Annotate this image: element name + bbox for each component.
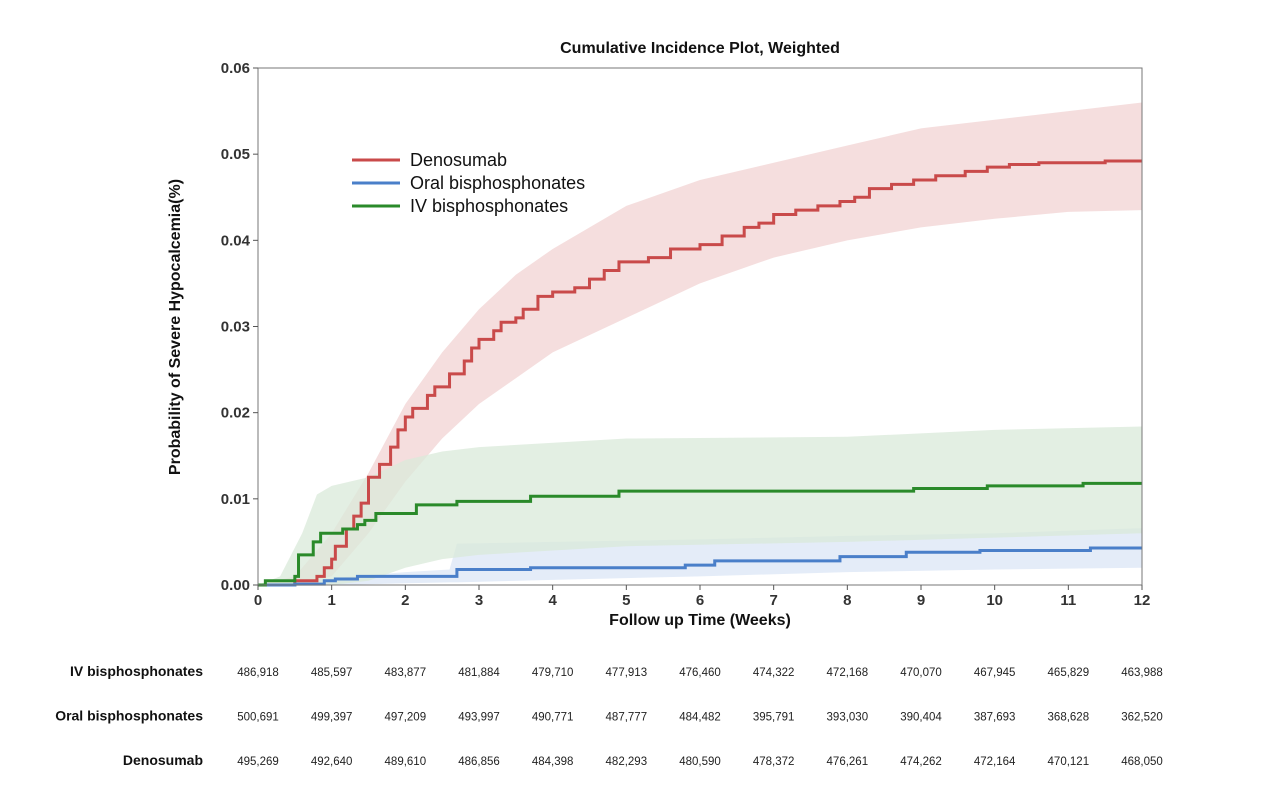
y-tick-label: 0.02 [221, 405, 250, 422]
risk-table-cell: 484,398 [532, 756, 574, 768]
x-tick-label: 0 [254, 592, 262, 609]
risk-table-cell: 486,856 [458, 756, 500, 768]
y-tick-label: 0.03 [221, 319, 250, 336]
x-tick-label: 4 [548, 592, 557, 609]
risk-table-cell: 495,269 [237, 756, 279, 768]
risk-table-cell: 362,520 [1121, 712, 1163, 724]
risk-table-cell: 476,460 [679, 667, 721, 679]
risk-table-cell: 390,404 [900, 712, 942, 724]
risk-table-row-label: Oral bisphosphonates [55, 708, 203, 724]
risk-table-cell: 479,710 [532, 667, 574, 679]
legend-entry: IV bisphosphonates [410, 196, 568, 216]
y-tick-label: 0.00 [221, 577, 250, 594]
y-tick-label: 0.06 [221, 60, 250, 77]
risk-table-cell: 486,918 [237, 667, 279, 679]
risk-table-cell: 474,262 [900, 756, 942, 768]
x-tick-label: 12 [1134, 592, 1151, 609]
risk-table-cell: 499,397 [311, 712, 353, 724]
risk-table-row-label: IV bisphosphonates [70, 663, 203, 679]
risk-table-cell: 470,070 [900, 667, 942, 679]
risk-table-cell: 474,322 [753, 667, 795, 679]
series-line-2 [258, 481, 1142, 587]
risk-table-cell: 483,877 [385, 667, 427, 679]
y-tick-label: 0.04 [221, 232, 251, 249]
risk-table-cell: 468,050 [1121, 756, 1163, 768]
risk-table-cell: 478,372 [753, 756, 795, 768]
risk-table-cell: 500,691 [237, 712, 279, 724]
risk-table-cell: 493,997 [458, 712, 500, 724]
x-axis-label: Follow up Time (Weeks) [609, 612, 791, 629]
chart-title: Cumulative Incidence Plot, Weighted [560, 40, 840, 57]
x-tick-label: 11 [1060, 592, 1076, 609]
risk-table-cell: 472,168 [827, 667, 869, 679]
risk-table-cell: 477,913 [606, 667, 648, 679]
legend-entry: Oral bisphosphonates [410, 173, 585, 193]
risk-table-cell: 463,988 [1121, 667, 1163, 679]
risk-table-cell: 497,209 [385, 712, 427, 724]
risk-table-cell: 489,610 [385, 756, 427, 768]
series-line-1 [258, 546, 1142, 587]
risk-table-cell: 482,293 [606, 756, 648, 768]
risk-table-cell: 484,482 [679, 712, 721, 724]
x-tick-label: 3 [475, 592, 483, 609]
risk-table-cell: 485,597 [311, 667, 353, 679]
legend: Denosumab Oral bisphosphonates IV bisphosp… [352, 150, 585, 216]
risk-table-cell: 480,590 [679, 756, 721, 768]
risk-table-cell: 368,628 [1048, 712, 1090, 724]
series-line-0 [258, 159, 1142, 587]
risk-table-cell: 472,164 [974, 756, 1016, 768]
x-tick-label: 2 [401, 592, 409, 609]
risk-table-cell: 467,945 [974, 667, 1016, 679]
x-tick-label: 9 [917, 592, 925, 609]
risk-table-cell: 465,829 [1048, 667, 1090, 679]
x-tick-label: 1 [327, 592, 335, 609]
risk-table-cell: 487,777 [606, 712, 648, 724]
risk-table-row-label: Denosumab [123, 752, 203, 768]
risk-table-cell: 492,640 [311, 756, 353, 768]
ci-band-2 [258, 426, 1142, 585]
risk-table-cell: 395,791 [753, 712, 795, 724]
x-tick-label: 10 [986, 592, 1003, 609]
risk-table-cell: 387,693 [974, 712, 1016, 724]
legend-entry: Denosumab [410, 150, 507, 170]
risk-table-cell: 470,121 [1048, 756, 1090, 768]
x-tick-label: 7 [769, 592, 777, 609]
risk-table-cell: 476,261 [827, 756, 869, 768]
x-tick-label: 8 [843, 592, 851, 609]
ci-band-0 [258, 102, 1142, 585]
risk-table-cell: 481,884 [458, 667, 500, 679]
x-tick-label: 5 [622, 592, 630, 609]
risk-table-cell: 490,771 [532, 712, 574, 724]
x-tick-label: 6 [696, 592, 704, 609]
y-tick-label: 0.05 [221, 146, 250, 163]
y-tick-label: 0.01 [221, 491, 250, 508]
y-axis-label: Probability of Severe Hypocalcemia(%) [167, 179, 184, 475]
risk-table-cell: 393,030 [827, 712, 869, 724]
